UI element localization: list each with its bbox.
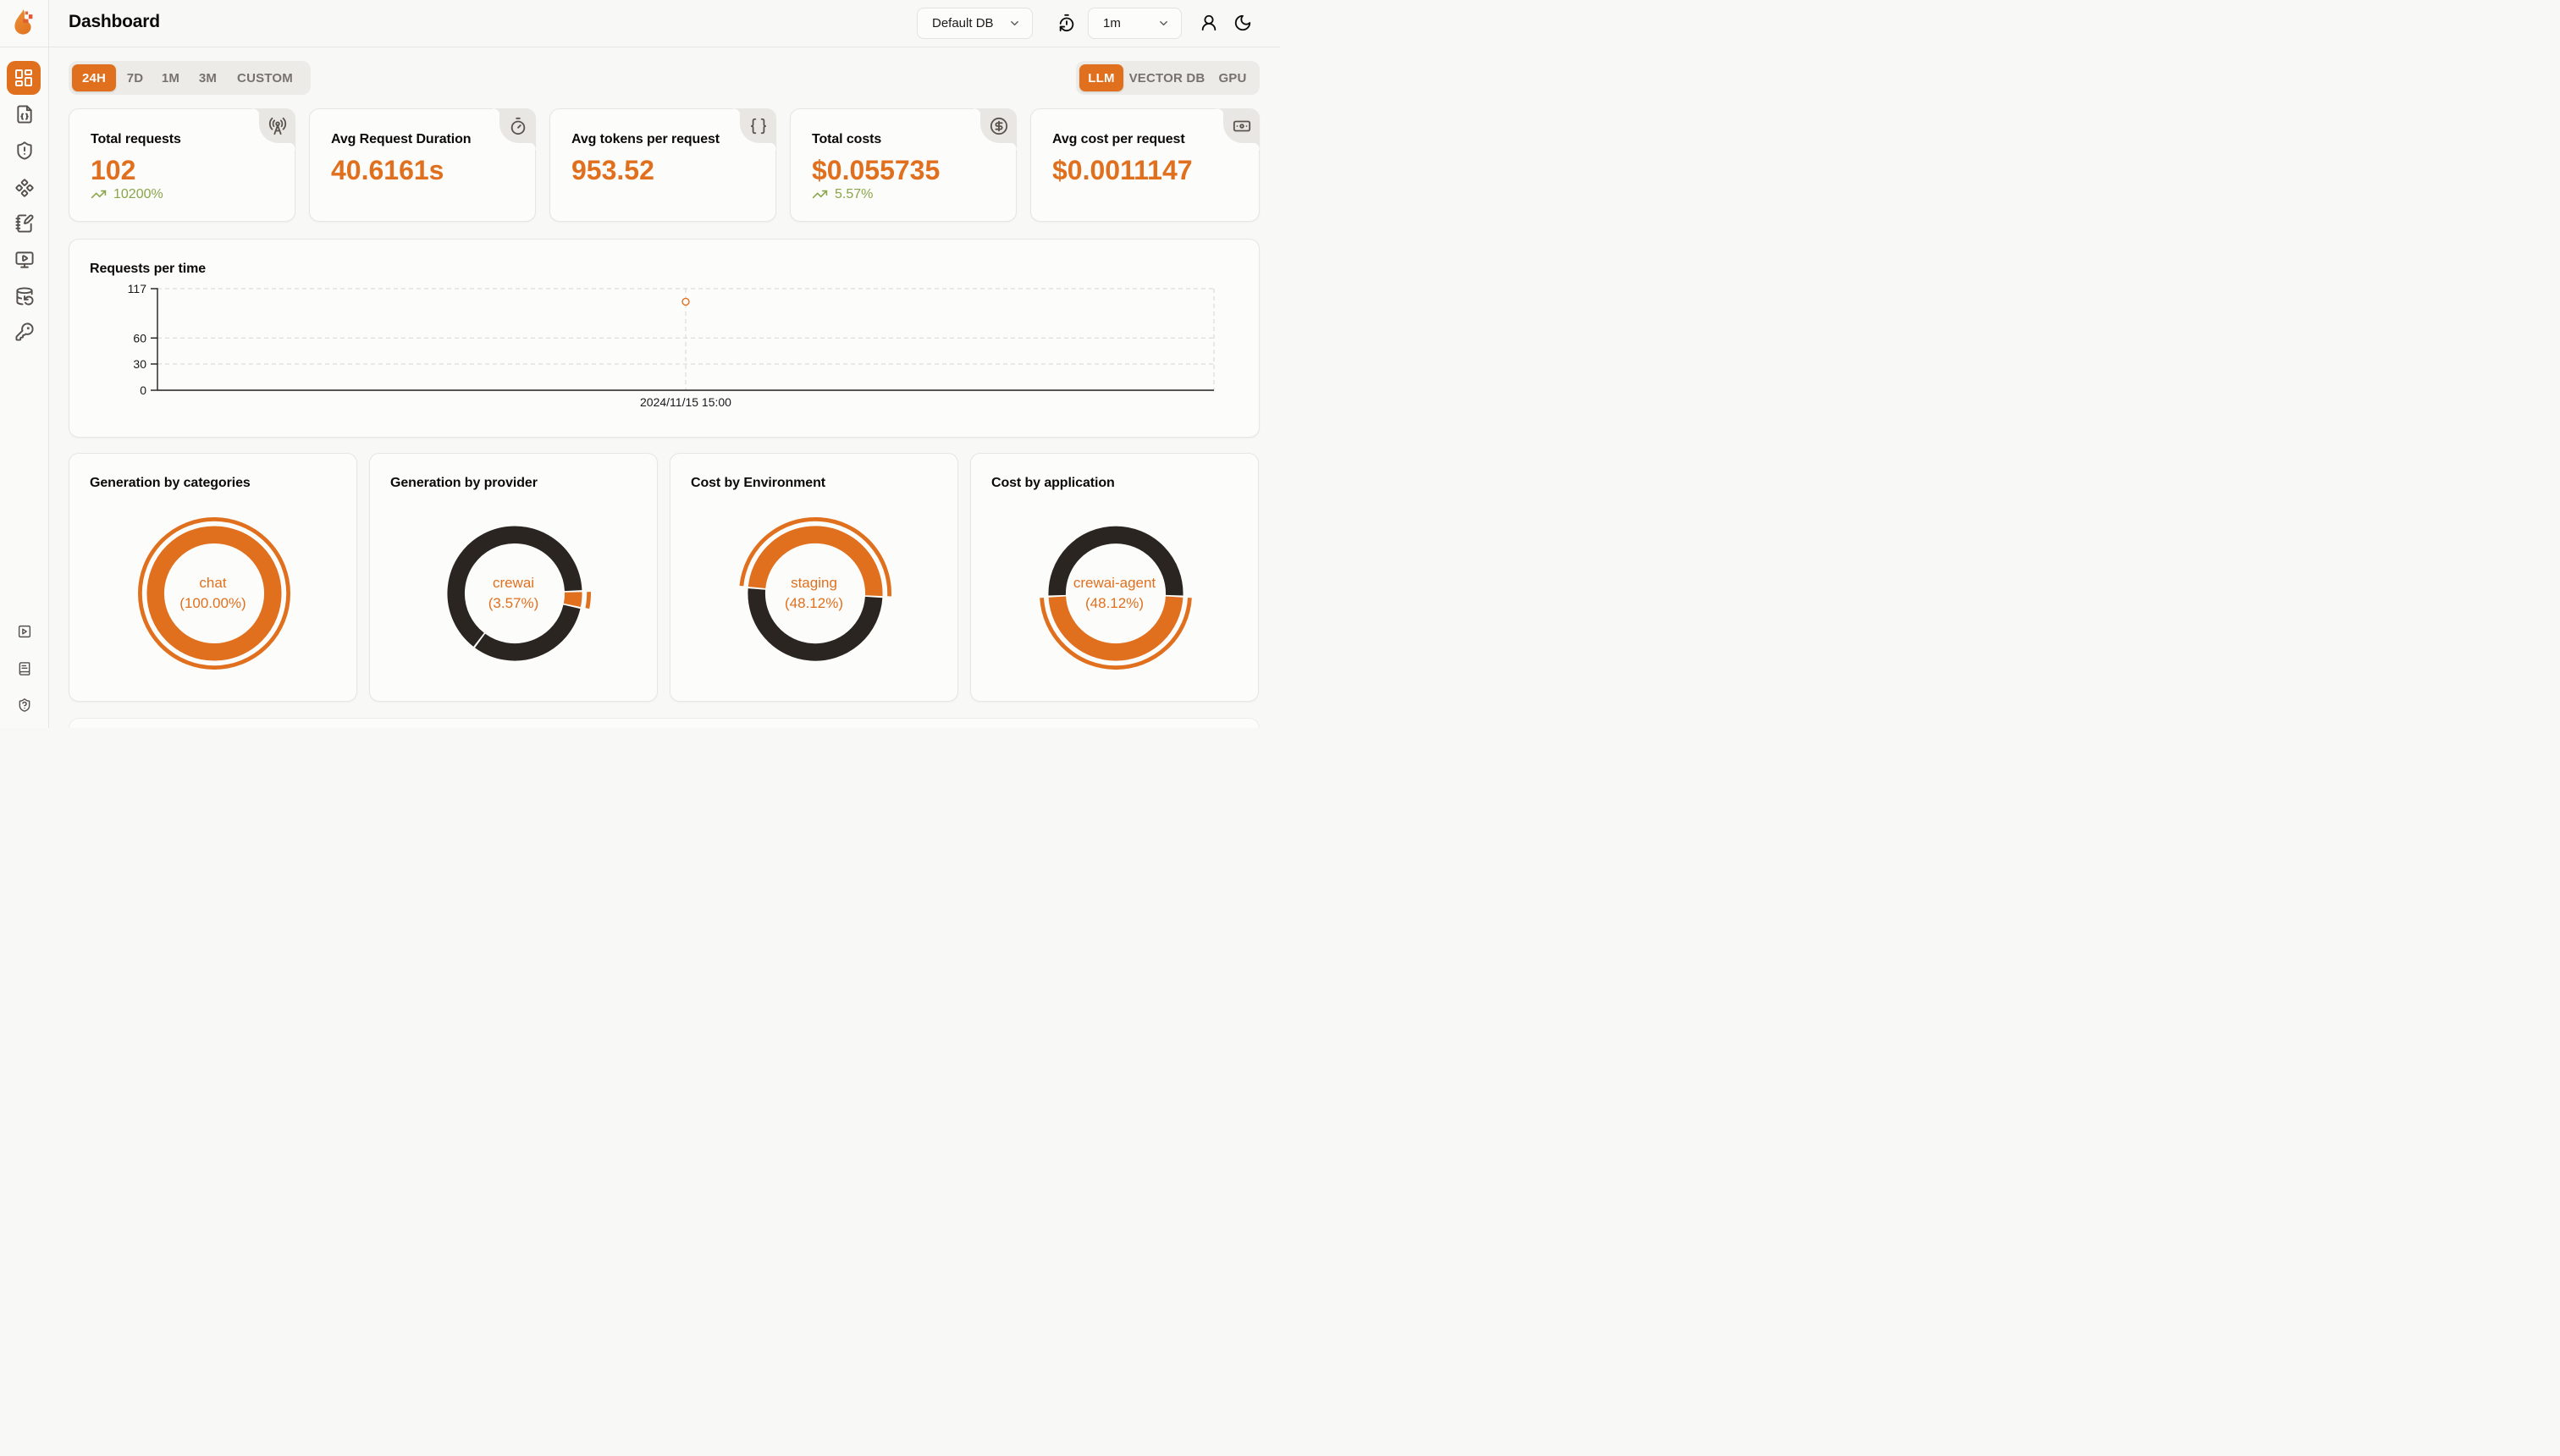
svg-text:60: 60 — [133, 331, 146, 345]
svg-text:2024/11/15 15:00: 2024/11/15 15:00 — [640, 395, 731, 409]
svg-text:0: 0 — [140, 383, 146, 397]
svg-text:117: 117 — [128, 282, 147, 295]
svg-text:30: 30 — [133, 357, 146, 371]
